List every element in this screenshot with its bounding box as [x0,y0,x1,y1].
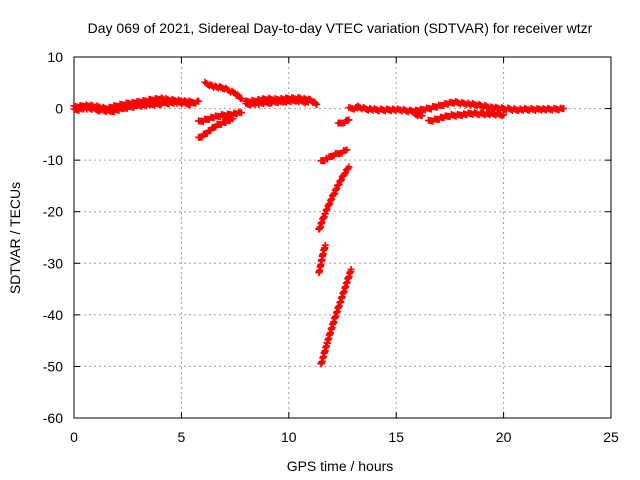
y-tick-label: -50 [43,358,63,374]
data-point [345,163,353,171]
series-arc-14 [424,109,508,125]
data-point [321,241,329,249]
data-point [229,115,237,123]
series-arc-4 [195,114,237,141]
series-arc-1b [70,97,203,116]
y-tick-label: -40 [43,307,63,323]
y-tick-labels: 10 0 -10 -20 -30 -40 -50 -60 [43,49,63,426]
series-arc-10 [334,116,353,127]
data-point [560,105,568,113]
data-point [337,176,345,184]
chart-title: Day 069 of 2021, Sidereal Day-to-day VTE… [88,20,593,36]
series-arc-12 [354,97,568,116]
y-tick-label: 0 [55,101,63,117]
series-arc-2 [201,78,246,103]
series-arc-5b [242,96,312,109]
y-tick-label: -20 [43,204,63,220]
x-tick-label: 25 [603,429,619,445]
data-point [418,112,426,120]
x-tick-label: 10 [281,429,297,445]
y-tick-label: -60 [43,410,63,426]
data-point [345,116,353,124]
data-point [347,265,355,273]
y-tick-label: 10 [47,49,63,65]
data-point [343,146,351,154]
data-point [195,97,203,105]
data-point [335,181,343,189]
series-arc-13 [409,109,426,120]
data-point [238,95,246,103]
x-axis-label: GPS time / hours [287,458,394,474]
data-point [238,109,246,117]
data-point [313,100,321,108]
x-tick-label: 15 [388,429,404,445]
y-tick-label: -10 [43,152,63,168]
y-tick-label: -30 [43,255,63,271]
series-arc-9 [317,265,355,368]
series-arc-8 [315,241,329,277]
x-tick-labels: 0 5 10 15 20 25 [70,429,619,445]
series-arc-7 [315,163,353,233]
axis-ticks [73,56,612,419]
data-point [500,111,508,119]
plot-frame [73,56,612,419]
series-arc-6 [317,146,351,165]
series-arc-3 [195,108,246,125]
y-axis-label: SDTVAR / TECUs [7,182,23,294]
data-point [304,98,312,106]
x-tick-label: 0 [70,429,78,445]
data-point [311,99,319,107]
data-points [70,78,568,368]
x-tick-label: 5 [178,429,186,445]
x-tick-label: 20 [496,429,512,445]
